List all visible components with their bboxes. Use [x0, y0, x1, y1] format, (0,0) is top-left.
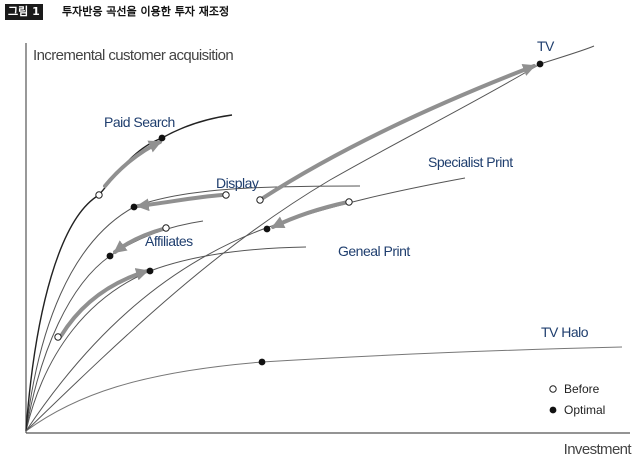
optimal-point-tv-halo: [258, 358, 266, 366]
label-affiliates: Affiliates: [145, 233, 193, 249]
legend-before-label: Before: [564, 382, 600, 396]
label-tv: TV: [537, 38, 555, 54]
label-general-print: Geneal Print: [338, 243, 410, 259]
legend: Before Optimal: [549, 382, 605, 417]
before-point-paid-search: [95, 191, 103, 199]
label-paid-search: Paid Search: [104, 114, 175, 130]
label-specialist-print: Specialist Print: [428, 154, 513, 170]
legend-optimal-label: Optimal: [564, 403, 605, 417]
before-point-general-print: [54, 333, 62, 341]
arrow-tv: [261, 63, 536, 200]
y-axis-label: Incremental customer acquisition: [33, 47, 233, 64]
optimal-point-paid-search: [158, 134, 166, 142]
optimal-point-tv: [536, 60, 544, 68]
arrow-specialist-print: [271, 200, 350, 229]
arrow-general-print: [59, 268, 149, 338]
figure-title: 투자반응 곡선을 이용한 투자 재조정: [62, 5, 230, 18]
optimal-point-specialist-print: [263, 225, 271, 233]
optimal-point-general-print: [146, 267, 154, 275]
before-point-specialist-print: [345, 198, 353, 206]
figure-tag: 그림 1: [5, 4, 43, 20]
optimal-point-affiliates: [106, 252, 114, 260]
optimal-point-display: [130, 203, 138, 211]
curve-tv-halo: [25, 346, 623, 432]
before-point-affiliates: [162, 224, 170, 232]
curve-general-print: [25, 246, 307, 432]
arrow-paid-search: [103, 140, 162, 188]
arrow-affiliates: [113, 227, 165, 254]
curve-tv: [25, 45, 595, 432]
curve-specialist-print: [25, 177, 466, 432]
before-point-tv: [256, 196, 264, 204]
arrow-display: [136, 193, 224, 212]
label-display: Display: [216, 175, 259, 191]
legend-optimal-marker: [549, 406, 557, 414]
legend-before-marker: [549, 385, 557, 393]
x-axis-label: Investment: [564, 441, 633, 458]
before-point-display: [222, 191, 230, 199]
label-tv-halo: TV Halo: [541, 324, 589, 340]
